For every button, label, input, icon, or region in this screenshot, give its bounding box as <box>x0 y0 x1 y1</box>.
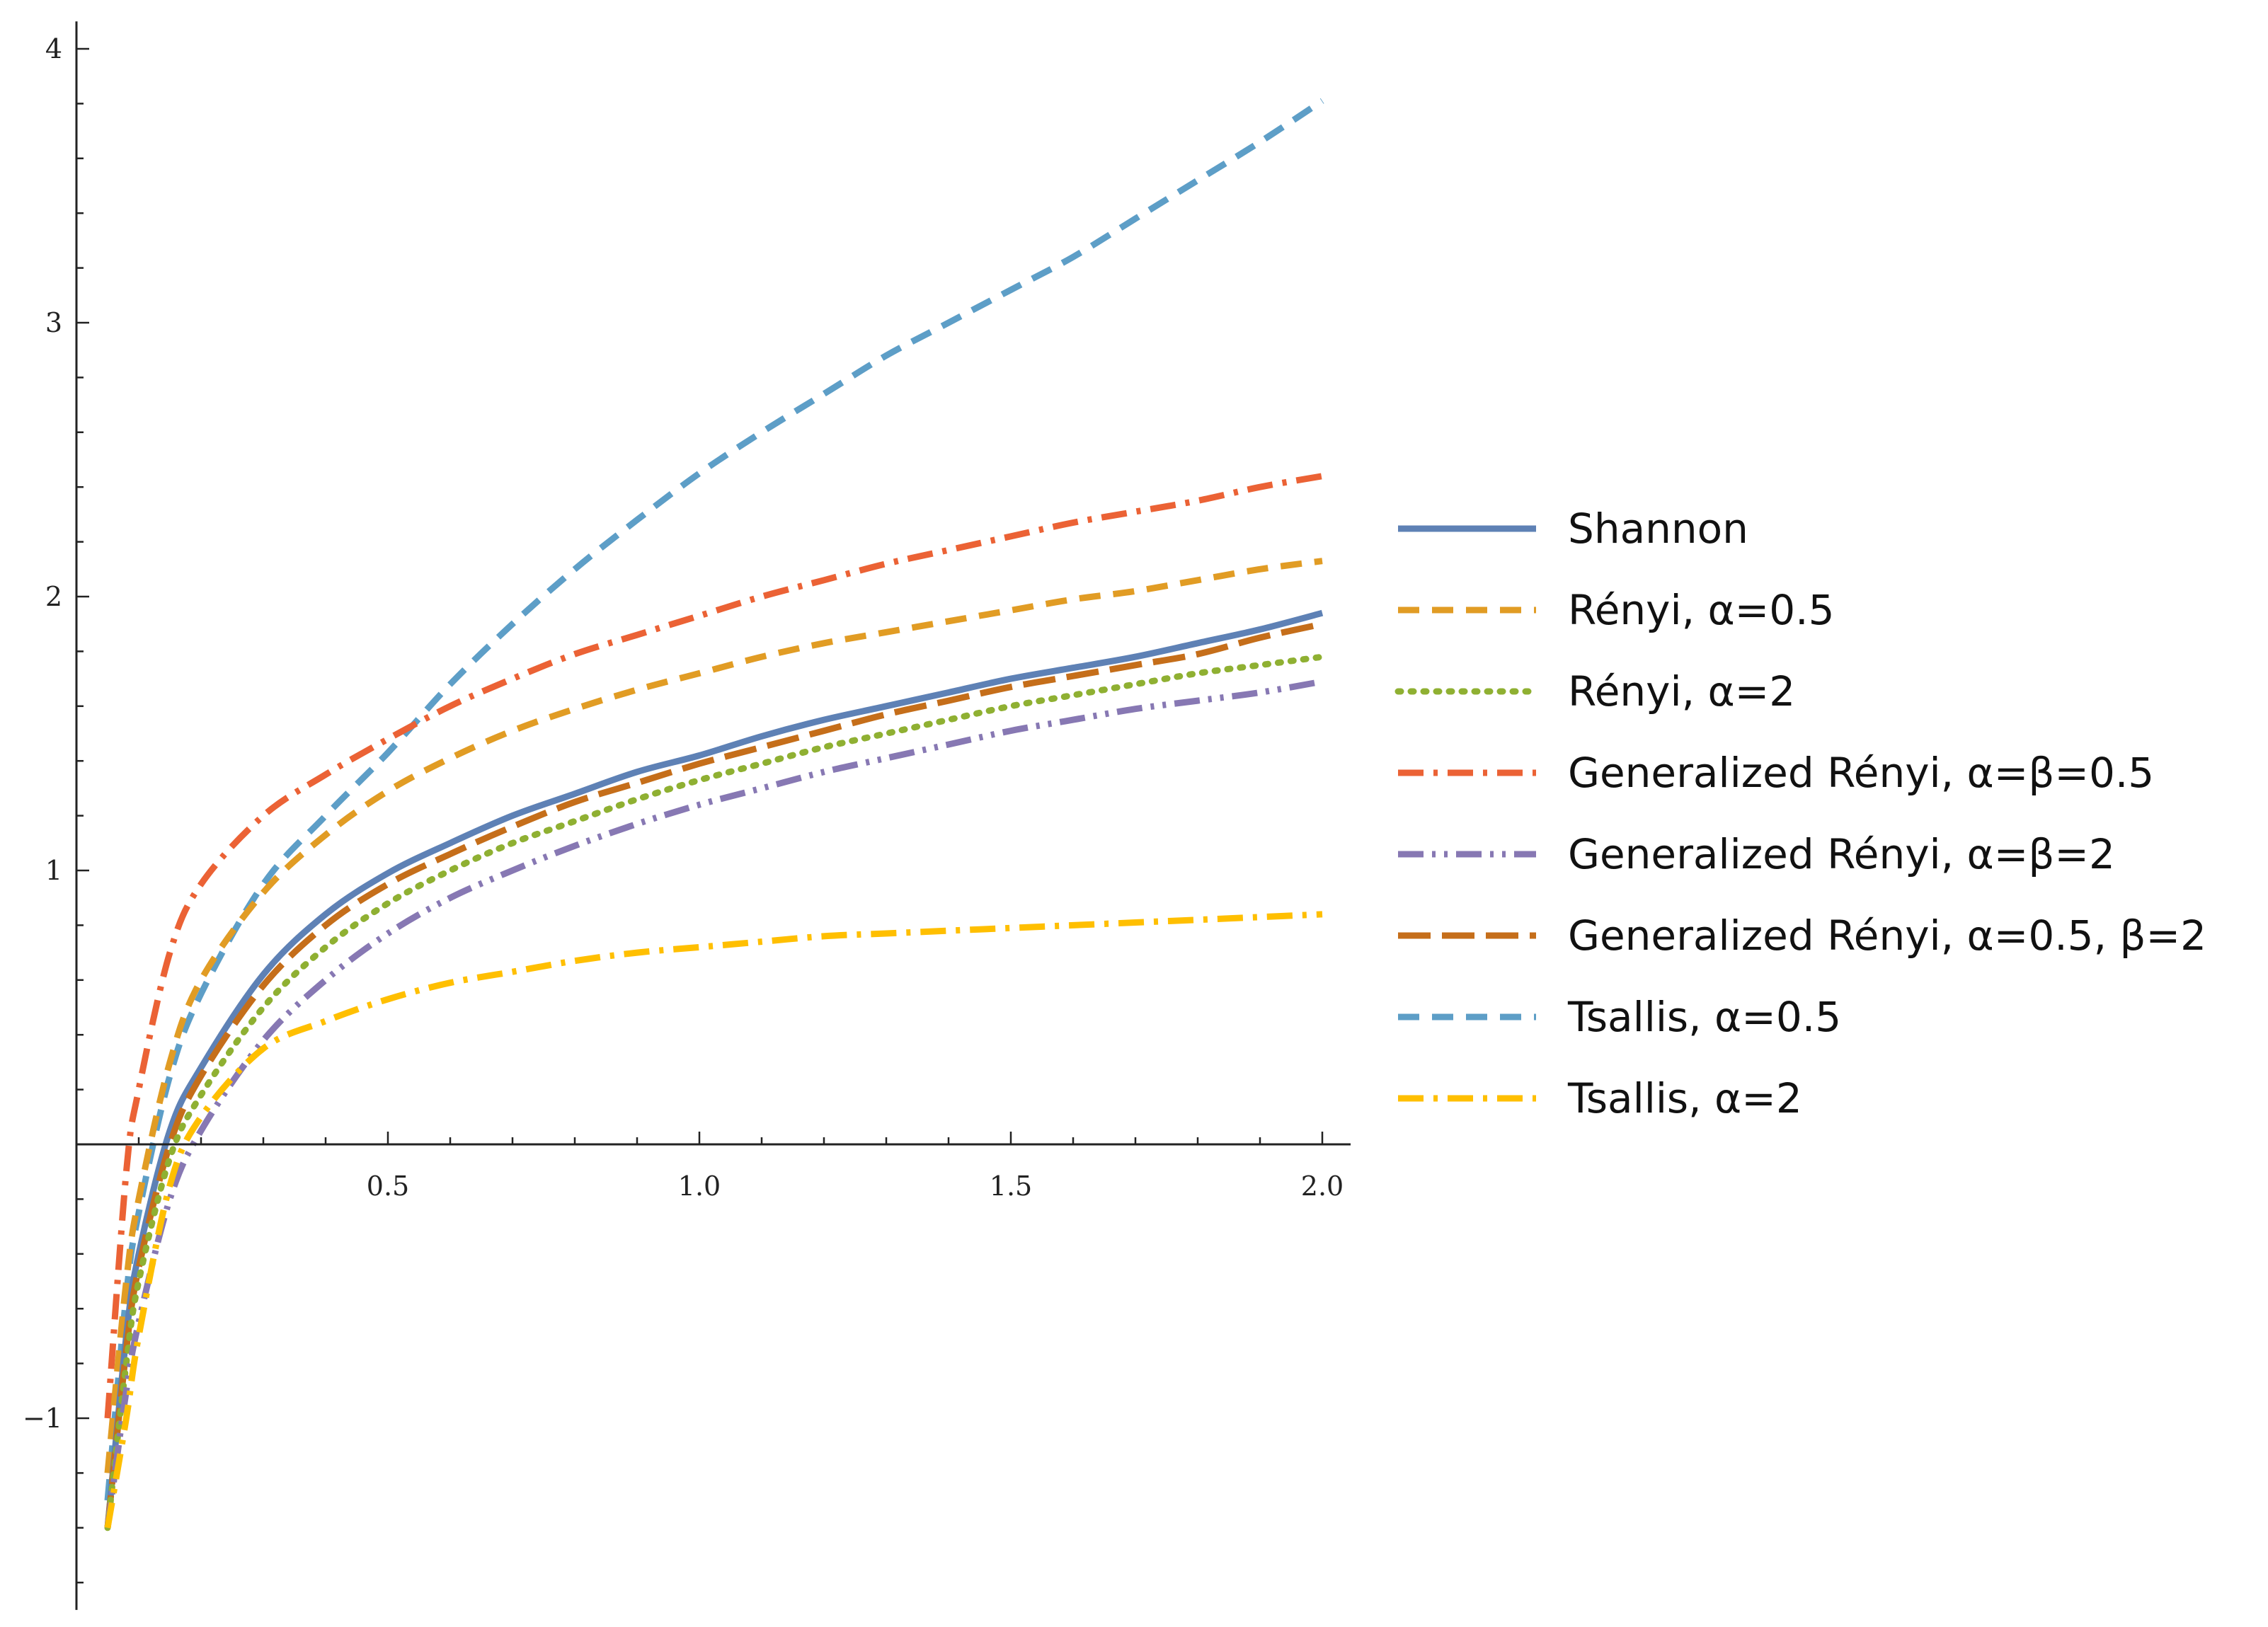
legend-label-3: Generalized Rényi, α=β=0.5 <box>1568 749 2154 797</box>
x-tick-label: 2.0 <box>1301 1171 1344 1202</box>
x-tick-label: 0.5 <box>367 1171 409 1202</box>
series-line-5 <box>104 621 1323 1529</box>
legend-label-1: Rényi, α=0.5 <box>1568 586 1835 634</box>
series-line-4 <box>104 678 1323 1529</box>
series-line-3 <box>104 473 1323 1419</box>
legend-label-0: Shannon <box>1568 505 1748 553</box>
series-line-7 <box>104 911 1323 1529</box>
legend-label-6: Tsallis, α=0.5 <box>1567 993 1841 1041</box>
series-line-2 <box>104 653 1326 1531</box>
x-tick-label: 1.0 <box>678 1171 721 1202</box>
legend-label-5: Generalized Rényi, α=0.5, β=2 <box>1568 912 2206 960</box>
legend-label-4: Generalized Rényi, α=β=2 <box>1568 830 2115 878</box>
series-line-1 <box>104 558 1323 1473</box>
y-tick-label: 1 <box>45 855 62 886</box>
plot-area <box>104 98 1326 1531</box>
y-tick-label: 2 <box>45 581 62 612</box>
legend-label-7: Tsallis, α=2 <box>1567 1074 1802 1122</box>
y-tick-label: 4 <box>45 33 62 64</box>
y-tick-label: −1 <box>23 1403 62 1434</box>
series-line-6 <box>104 98 1324 1501</box>
legend: Shannon Rényi, α=0.5 Rényi, α=2 Generalized… <box>1394 505 2206 1122</box>
legend-label-2: Rényi, α=2 <box>1568 667 1795 715</box>
y-tick-label: 3 <box>45 307 62 338</box>
series-line-0 <box>104 609 1324 1529</box>
axes: −1 1 2 3 4 0.5 1.0 1.5 2.0 <box>23 21 1351 1610</box>
x-tick-label: 1.5 <box>990 1171 1032 1202</box>
